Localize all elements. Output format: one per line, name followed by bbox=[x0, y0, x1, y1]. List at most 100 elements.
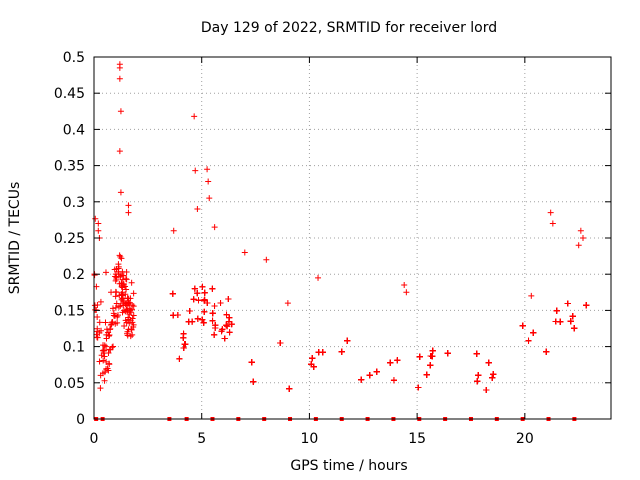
data-point bbox=[130, 312, 137, 319]
data-point bbox=[569, 313, 576, 320]
axis-tick-labels: 0 0.05 0.1 0.15 0.2 0.25 0.3 0.35 0.4 0.45 0.5 0 5 10… bbox=[54, 50, 534, 447]
data-point bbox=[366, 372, 373, 379]
data-point bbox=[248, 359, 255, 366]
data-point bbox=[110, 343, 117, 350]
data-point bbox=[106, 360, 113, 367]
data-point bbox=[117, 108, 124, 115]
data-point bbox=[475, 372, 482, 379]
data-point bbox=[118, 283, 125, 290]
y-tick-label: 0 bbox=[76, 412, 85, 428]
data-point bbox=[284, 300, 291, 307]
data-point bbox=[201, 308, 208, 315]
data-point bbox=[194, 290, 201, 297]
data-point bbox=[394, 357, 401, 364]
data-point bbox=[113, 300, 120, 307]
y-tick-label: 0.4 bbox=[63, 122, 85, 138]
data-point bbox=[113, 289, 120, 296]
data-point bbox=[204, 166, 211, 173]
data-point bbox=[423, 371, 430, 378]
data-point bbox=[444, 350, 451, 357]
data-point bbox=[169, 290, 176, 297]
data-point bbox=[103, 343, 110, 350]
axis-ticks bbox=[93, 56, 611, 420]
data-point bbox=[130, 290, 137, 297]
data-point bbox=[217, 300, 224, 307]
data-point bbox=[95, 220, 102, 227]
data-point bbox=[209, 285, 216, 292]
data-point bbox=[111, 312, 118, 319]
data-point bbox=[129, 331, 136, 338]
data-point bbox=[190, 296, 197, 303]
data-point bbox=[180, 330, 187, 337]
data-point bbox=[101, 353, 108, 360]
data-point bbox=[219, 326, 226, 333]
data-point bbox=[429, 347, 436, 354]
data-point bbox=[120, 299, 127, 306]
y-tick-label: 0.05 bbox=[54, 376, 85, 392]
data-point bbox=[223, 311, 230, 318]
data-point bbox=[94, 314, 101, 321]
data-point bbox=[107, 325, 114, 332]
data-point bbox=[109, 305, 116, 312]
data-point bbox=[427, 362, 434, 369]
data-point bbox=[119, 276, 126, 283]
data-point bbox=[101, 377, 108, 384]
data-point bbox=[189, 318, 196, 325]
y-tick-label: 0.15 bbox=[54, 303, 85, 319]
data-point bbox=[224, 323, 231, 330]
data-point bbox=[221, 335, 228, 342]
data-point bbox=[567, 318, 574, 325]
data-point bbox=[201, 297, 208, 304]
data-point bbox=[101, 347, 108, 354]
data-point bbox=[199, 283, 206, 290]
data-point bbox=[223, 322, 230, 329]
data-point bbox=[129, 319, 136, 326]
data-point bbox=[94, 334, 101, 341]
data-point bbox=[390, 377, 397, 384]
data-point bbox=[583, 302, 590, 309]
data-point bbox=[123, 300, 130, 307]
data-point bbox=[103, 331, 110, 338]
data-point bbox=[174, 312, 181, 319]
data-point bbox=[557, 318, 564, 325]
data-point bbox=[309, 355, 316, 362]
data-point bbox=[571, 325, 578, 332]
data-point bbox=[308, 361, 315, 368]
data-point bbox=[97, 385, 104, 392]
data-point bbox=[113, 276, 120, 283]
data-points bbox=[91, 61, 590, 393]
data-point bbox=[226, 329, 233, 336]
data-point bbox=[118, 255, 125, 262]
data-point bbox=[109, 318, 116, 325]
data-point bbox=[579, 235, 586, 241]
data-point bbox=[543, 348, 550, 355]
y-tick-label: 0.25 bbox=[54, 231, 85, 247]
data-point bbox=[553, 307, 560, 314]
data-point bbox=[192, 167, 199, 174]
data-point bbox=[194, 315, 201, 322]
data-point bbox=[549, 220, 556, 227]
data-point bbox=[483, 386, 490, 393]
data-point bbox=[116, 64, 123, 71]
data-point bbox=[277, 339, 284, 346]
data-point bbox=[519, 322, 526, 329]
data-point bbox=[123, 268, 130, 275]
data-point bbox=[92, 215, 99, 222]
grid-layer bbox=[94, 57, 611, 419]
data-point bbox=[125, 202, 132, 209]
data-point bbox=[101, 369, 108, 376]
data-point bbox=[96, 329, 103, 336]
x-tick-label: 0 bbox=[90, 431, 99, 447]
data-point bbox=[201, 289, 208, 296]
data-point bbox=[490, 371, 497, 378]
data-point bbox=[125, 209, 132, 216]
data-point bbox=[116, 75, 123, 82]
plot-area-frame bbox=[93, 56, 612, 420]
data-point bbox=[338, 348, 345, 355]
y-tick-label: 0.1 bbox=[63, 340, 85, 356]
data-point bbox=[127, 309, 134, 316]
data-point bbox=[102, 269, 109, 276]
x-tick-label: 20 bbox=[516, 431, 534, 447]
data-point bbox=[105, 350, 112, 357]
